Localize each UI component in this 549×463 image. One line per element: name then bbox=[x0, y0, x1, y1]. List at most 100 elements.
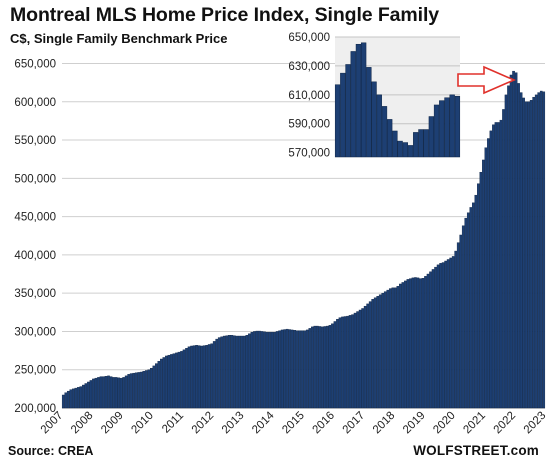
main-bar bbox=[99, 376, 103, 409]
main-bar bbox=[222, 335, 226, 409]
main-bar bbox=[502, 109, 505, 409]
main-bar bbox=[212, 341, 216, 409]
main-bar bbox=[248, 333, 251, 409]
main-bar bbox=[507, 85, 510, 409]
main-bar bbox=[122, 377, 125, 409]
main-bar bbox=[170, 354, 173, 409]
main-bar bbox=[273, 332, 276, 409]
inset-bar bbox=[350, 51, 356, 158]
main-bar bbox=[331, 323, 334, 409]
main-bar bbox=[336, 318, 339, 409]
main-bar bbox=[409, 278, 412, 409]
main-bar bbox=[295, 330, 299, 409]
main-bar bbox=[484, 147, 488, 409]
main-bar bbox=[406, 279, 410, 409]
main-bar bbox=[190, 345, 193, 409]
main-bar bbox=[519, 92, 523, 409]
main-bar bbox=[144, 370, 148, 409]
main-y-tick-label: 600,000 bbox=[14, 97, 56, 109]
main-bar bbox=[157, 361, 161, 409]
main-bar bbox=[64, 392, 68, 409]
main-bar bbox=[441, 262, 445, 409]
main-bar bbox=[107, 375, 110, 409]
main-bar bbox=[313, 325, 317, 409]
main-bar bbox=[233, 335, 236, 409]
main-bar bbox=[298, 330, 302, 409]
main-bar bbox=[509, 74, 513, 409]
main-bar bbox=[371, 299, 374, 409]
main-bar bbox=[74, 387, 78, 409]
main-bar bbox=[149, 367, 153, 409]
main-bar bbox=[280, 329, 284, 409]
main-bar bbox=[79, 386, 83, 409]
main-bar bbox=[318, 326, 322, 409]
main-bar bbox=[492, 124, 495, 409]
inset-y-tick-label: 570,000 bbox=[288, 148, 330, 160]
main-bar bbox=[165, 355, 168, 409]
main-x-tick-label: 2010 bbox=[129, 410, 156, 437]
main-bar bbox=[394, 287, 397, 409]
main-x-tick-label: 2012 bbox=[190, 410, 217, 437]
zoom-arrow-icon bbox=[457, 65, 517, 95]
main-bar bbox=[431, 269, 435, 409]
main-bar bbox=[192, 345, 196, 409]
inset-bar bbox=[334, 84, 341, 158]
main-bar bbox=[341, 316, 344, 409]
main-bar bbox=[333, 321, 337, 409]
main-bar bbox=[512, 70, 515, 409]
main-bar bbox=[114, 377, 118, 409]
main-y-tick-label: 200,000 bbox=[14, 403, 56, 415]
main-bar bbox=[456, 242, 460, 409]
main-x-tick-label: 2022 bbox=[492, 410, 519, 437]
main-bar bbox=[132, 372, 136, 409]
inset-bar bbox=[340, 72, 346, 158]
main-bar bbox=[358, 309, 362, 409]
main-bar bbox=[82, 384, 85, 409]
main-bar bbox=[524, 101, 528, 409]
main-y-tick-label: 250,000 bbox=[14, 365, 56, 377]
main-bar bbox=[338, 317, 342, 409]
main-bar bbox=[328, 325, 332, 409]
main-bar bbox=[260, 331, 264, 409]
main-y-tick-label: 400,000 bbox=[14, 250, 56, 262]
inset-bar bbox=[413, 132, 419, 158]
inset-y-tick-label: 590,000 bbox=[288, 119, 330, 131]
main-bar bbox=[285, 328, 289, 409]
main-bar bbox=[522, 97, 525, 409]
main-bar bbox=[293, 330, 297, 409]
main-x-tick-label: 2023 bbox=[522, 410, 549, 437]
main-bar bbox=[386, 289, 390, 409]
main-bar bbox=[162, 357, 166, 409]
main-x-tick-label: 2016 bbox=[310, 410, 337, 437]
main-x-tick-label: 2008 bbox=[69, 410, 96, 437]
main-bar bbox=[72, 388, 75, 409]
main-bar bbox=[381, 292, 385, 409]
main-bar bbox=[195, 345, 198, 409]
main-bar bbox=[137, 372, 141, 409]
brand-logo-text: WOLFSTREET.com bbox=[413, 443, 539, 458]
main-bar bbox=[215, 338, 219, 409]
main-bars bbox=[61, 70, 546, 409]
main-bar bbox=[446, 259, 450, 409]
inset-bar bbox=[371, 81, 377, 158]
main-bar bbox=[217, 337, 221, 409]
main-bar bbox=[454, 250, 458, 409]
main-x-tick-label: 2018 bbox=[371, 410, 398, 437]
main-bar bbox=[451, 256, 455, 409]
inset-bar bbox=[407, 145, 414, 158]
main-bar bbox=[97, 377, 100, 409]
main-bar bbox=[529, 100, 533, 409]
inset-bar bbox=[376, 94, 382, 158]
main-bar bbox=[426, 273, 430, 409]
main-bar bbox=[77, 387, 80, 409]
main-bar bbox=[469, 207, 473, 409]
main-bar bbox=[321, 326, 324, 409]
main-bar bbox=[127, 374, 130, 409]
main-bar bbox=[102, 376, 105, 409]
main-bar bbox=[434, 266, 437, 409]
main-bar bbox=[489, 130, 493, 409]
main-bar bbox=[61, 394, 65, 409]
main-bar bbox=[66, 390, 70, 409]
main-bar bbox=[288, 329, 291, 409]
